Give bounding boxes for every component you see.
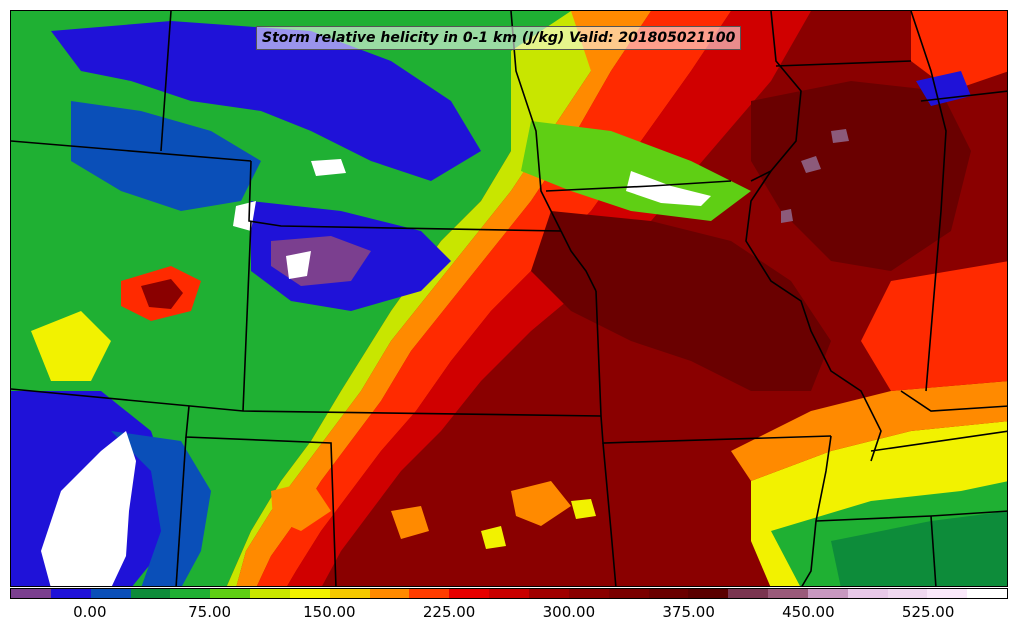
colorbar-segment bbox=[489, 589, 529, 598]
orange-blobs-south bbox=[271, 481, 571, 539]
darkred-blob-west bbox=[141, 279, 183, 309]
colorbar-segment bbox=[449, 589, 490, 598]
colorbar-segment bbox=[170, 589, 211, 598]
red-region-east bbox=[861, 261, 1007, 391]
colorbar-segment bbox=[688, 589, 729, 598]
colorbar-segment bbox=[369, 589, 410, 598]
colorbar-segment bbox=[409, 589, 450, 598]
state-boundaries bbox=[11, 11, 1007, 586]
navy-patch-southwest bbox=[111, 431, 211, 586]
helicity-map bbox=[11, 11, 1007, 586]
colorbar-segment bbox=[967, 589, 1008, 598]
colorbar-segment bbox=[648, 589, 689, 598]
colorbar bbox=[10, 588, 1008, 599]
core-maroon-northeast bbox=[751, 81, 971, 271]
yellow-blobs-south bbox=[481, 499, 596, 549]
dkgreen-region-southeast bbox=[831, 511, 1007, 586]
yellow-patch-west bbox=[31, 311, 111, 381]
colorbar-segment bbox=[210, 589, 251, 598]
colorbar-segment bbox=[847, 589, 888, 598]
colorbar-segment bbox=[728, 589, 769, 598]
colorbar-segment bbox=[11, 589, 51, 598]
colorbar-tick-label: 150.00 bbox=[303, 603, 356, 621]
orange-region-southeast bbox=[731, 381, 1007, 481]
colorbar-segment bbox=[50, 589, 91, 598]
colorbar-tick-label: 0.00 bbox=[73, 603, 107, 621]
white-patch-southwest bbox=[41, 431, 136, 586]
white-patch-central bbox=[286, 251, 311, 279]
great-lakes-hint bbox=[911, 11, 1007, 91]
colorbar-segment bbox=[289, 589, 330, 598]
core-maroon-region bbox=[531, 211, 831, 391]
white-patch-north bbox=[311, 159, 346, 176]
navy-patch-north bbox=[71, 101, 261, 211]
colorbar-segment bbox=[250, 589, 290, 598]
colorbar-tick-label: 450.00 bbox=[782, 603, 835, 621]
white-band-north bbox=[626, 171, 711, 206]
map-title: Storm relative helicity in 0-1 km (J/kg)… bbox=[256, 26, 742, 50]
colorbar-segment bbox=[528, 589, 569, 598]
map-panel: Storm relative helicity in 0-1 km (J/kg)… bbox=[10, 10, 1008, 587]
blue-patch-north bbox=[51, 21, 481, 181]
colorbar-ticks: 0.00 75.00 150.00 225.00 300.00 375.00 450.00 5… bbox=[10, 601, 1008, 625]
colorbar-tick-label: 525.00 bbox=[901, 603, 955, 621]
colorbar-segment bbox=[768, 589, 808, 598]
colorbar-tick-label: 300.00 bbox=[542, 603, 596, 621]
colorbar-segment bbox=[329, 589, 370, 598]
colorbar-segment bbox=[130, 589, 171, 598]
colorbar-segment bbox=[568, 589, 609, 598]
colorbar-tick-label: 375.00 bbox=[662, 603, 715, 621]
colorbar-segment bbox=[90, 589, 131, 598]
mauve-spots-northeast bbox=[781, 129, 849, 223]
colorbar-segment bbox=[927, 589, 968, 598]
colorbar-tick-label: 225.00 bbox=[422, 603, 476, 621]
colorbar-segment bbox=[887, 589, 928, 598]
colorbar-segment bbox=[807, 589, 848, 598]
transition-crimson-band bbox=[287, 11, 811, 586]
colorbar-tick-label: 75.00 bbox=[188, 603, 232, 621]
colorbar-segment bbox=[608, 589, 649, 598]
